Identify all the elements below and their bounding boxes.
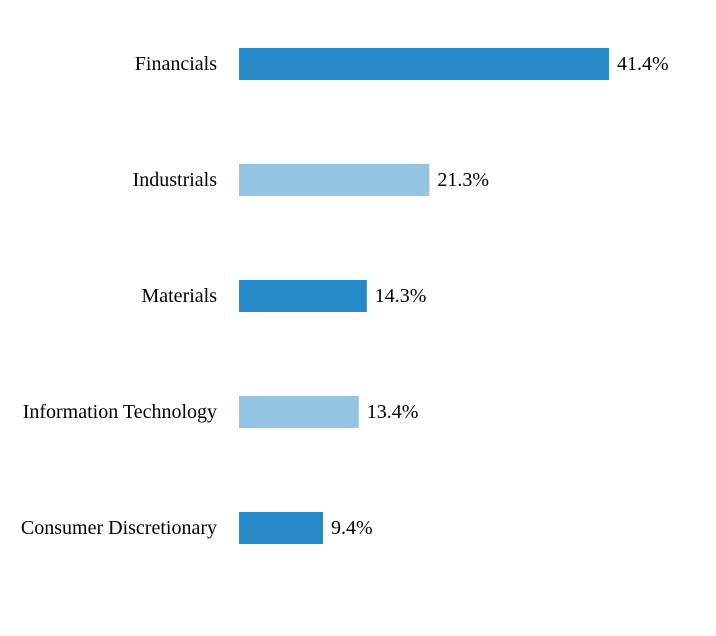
bar-consumer-discretionary — [239, 512, 324, 544]
value-label-information-technology: 13.4% — [367, 401, 419, 423]
category-labels: Financials Industrials Materials Informatio… — [21, 53, 217, 539]
category-label-industrials: Industrials — [133, 169, 218, 191]
category-label-information-technology: Information Technology — [23, 401, 217, 423]
bar-information-technology — [239, 396, 359, 428]
bars-group — [239, 48, 609, 544]
category-label-consumer-discretionary: Consumer Discretionary — [21, 517, 217, 539]
bar-materials — [239, 280, 367, 312]
value-labels: 41.4% 21.3% 14.3% 13.4% 9.4% — [331, 53, 669, 539]
value-label-materials: 14.3% — [375, 285, 427, 307]
category-label-financials: Financials — [135, 53, 217, 75]
value-label-industrials: 21.3% — [437, 169, 489, 191]
category-label-materials: Materials — [141, 285, 217, 307]
value-label-consumer-discretionary: 9.4% — [331, 517, 373, 539]
value-label-financials: 41.4% — [617, 53, 669, 75]
bar-financials — [239, 48, 609, 80]
bar-industrials — [239, 164, 430, 196]
